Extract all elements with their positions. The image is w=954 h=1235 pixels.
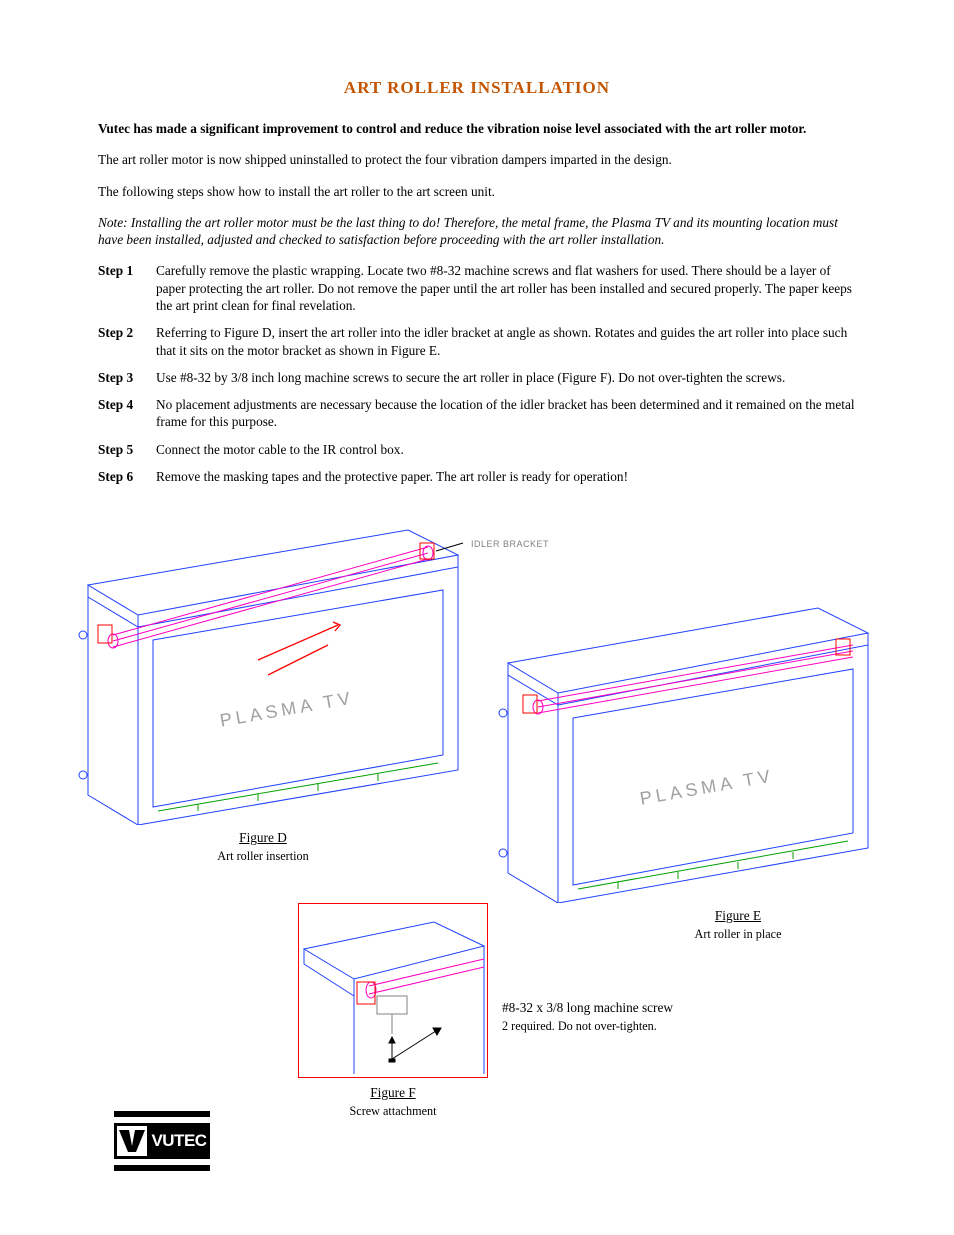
step-label: Step 4 [98, 396, 156, 431]
screw-annotation-title: #8-32 x 3/8 long machine screw [502, 1000, 673, 1015]
screw-annotation: #8-32 x 3/8 long machine screw 2 require… [502, 999, 673, 1034]
intro-bold: Vutec has made a significant improvement… [98, 120, 856, 137]
svg-text:PLASMA TV: PLASMA TV [638, 766, 775, 809]
step-text: Referring to Figure D, insert the art ro… [156, 324, 856, 359]
figure-f-svg [298, 903, 488, 1078]
step-row: Step 5 Connect the motor cable to the IR… [98, 441, 856, 458]
step-label: Step 3 [98, 369, 156, 386]
vutec-logo: VUTEC [114, 1111, 210, 1171]
step-text: No placement adjustments are necessary b… [156, 396, 856, 431]
vutec-logo-text: VUTEC [151, 1131, 206, 1151]
figure-f: Figure F Screw attachment [298, 903, 488, 1119]
steps-list: Step 1 Carefully remove the plastic wrap… [98, 262, 856, 485]
figure-d: PLASMA TV Figure D Art roller insertion [58, 515, 468, 864]
step-label: Step 2 [98, 324, 156, 359]
step-row: Step 2 Referring to Figure D, insert the… [98, 324, 856, 359]
figure-d-title: Figure D [239, 830, 287, 845]
step-row: Step 1 Carefully remove the plastic wrap… [98, 262, 856, 314]
note-paragraph: Note: Installing the art roller motor mu… [98, 214, 856, 249]
step-row: Step 3 Use #8-32 by 3/8 inch long machin… [98, 369, 856, 386]
intro-para-2: The following steps show how to install … [98, 183, 856, 200]
figure-f-sub: Screw attachment [350, 1104, 437, 1118]
step-label: Step 1 [98, 262, 156, 314]
step-row: Step 6 Remove the masking tapes and the … [98, 468, 856, 485]
figure-e-sub: Art roller in place [695, 927, 782, 941]
step-row: Step 4 No placement adjustments are nece… [98, 396, 856, 431]
figures-area: PLASMA TV Figure D Art roller insertion … [98, 515, 858, 1075]
page-title: ART ROLLER INSTALLATION [98, 78, 856, 98]
figure-f-title: Figure F [370, 1085, 415, 1100]
figure-d-sub: Art roller insertion [217, 849, 308, 863]
step-text: Remove the masking tapes and the protect… [156, 468, 856, 485]
screw-annotation-sub: 2 required. Do not over-tighten. [502, 1019, 657, 1033]
step-label: Step 5 [98, 441, 156, 458]
step-text: Connect the motor cable to the IR contro… [156, 441, 856, 458]
figure-e: PLASMA TV Figure E Art roller in place [478, 593, 878, 942]
intro-para-1: The art roller motor is now shipped unin… [98, 151, 856, 168]
figure-d-svg: PLASMA TV [58, 515, 468, 825]
idler-bracket-label: IDLER BRACKET [471, 539, 549, 549]
svg-text:PLASMA TV: PLASMA TV [218, 688, 355, 731]
figure-e-svg: PLASMA TV [478, 593, 878, 903]
step-text: Use #8-32 by 3/8 inch long machine screw… [156, 369, 856, 386]
step-label: Step 6 [98, 468, 156, 485]
step-text: Carefully remove the plastic wrapping. L… [156, 262, 856, 314]
figure-e-title: Figure E [715, 908, 761, 923]
